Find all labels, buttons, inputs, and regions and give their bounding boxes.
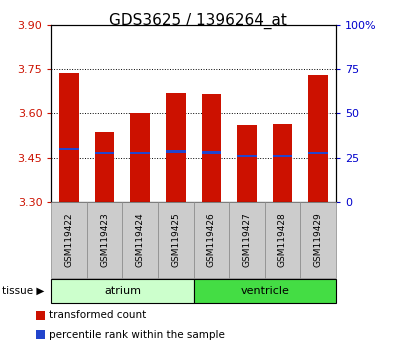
Text: GSM119427: GSM119427 — [243, 212, 251, 267]
Text: GSM119422: GSM119422 — [65, 212, 73, 267]
Bar — [201, 94, 221, 202]
Text: GSM119423: GSM119423 — [100, 212, 109, 267]
Bar — [237, 155, 257, 157]
Bar — [194, 279, 336, 303]
Bar — [130, 152, 150, 154]
Bar — [51, 202, 87, 278]
Bar — [95, 132, 115, 202]
Bar — [237, 125, 257, 202]
Text: transformed count: transformed count — [49, 310, 147, 320]
Bar — [158, 202, 194, 278]
Bar — [201, 151, 221, 154]
Bar — [166, 93, 186, 202]
Bar — [265, 202, 300, 278]
Text: ventricle: ventricle — [240, 286, 289, 296]
Bar — [308, 152, 328, 154]
Bar — [229, 202, 265, 278]
Bar — [300, 202, 336, 278]
Text: GSM119425: GSM119425 — [171, 212, 180, 267]
Bar — [194, 202, 229, 278]
Bar — [273, 155, 292, 157]
Bar — [308, 75, 328, 202]
Bar — [166, 150, 186, 153]
Text: atrium: atrium — [104, 286, 141, 296]
Text: GSM119428: GSM119428 — [278, 212, 287, 267]
Bar — [122, 202, 158, 278]
Text: tissue ▶: tissue ▶ — [2, 286, 44, 296]
Bar — [87, 202, 122, 278]
Text: GDS3625 / 1396264_at: GDS3625 / 1396264_at — [109, 12, 286, 29]
Bar — [130, 113, 150, 202]
Bar — [273, 124, 292, 202]
Bar — [59, 148, 79, 150]
Text: percentile rank within the sample: percentile rank within the sample — [49, 330, 225, 340]
Text: GSM119426: GSM119426 — [207, 212, 216, 267]
Bar — [59, 73, 79, 202]
Text: GSM119424: GSM119424 — [136, 212, 145, 267]
Text: GSM119429: GSM119429 — [314, 212, 322, 267]
Bar — [95, 152, 115, 154]
Bar — [51, 279, 194, 303]
